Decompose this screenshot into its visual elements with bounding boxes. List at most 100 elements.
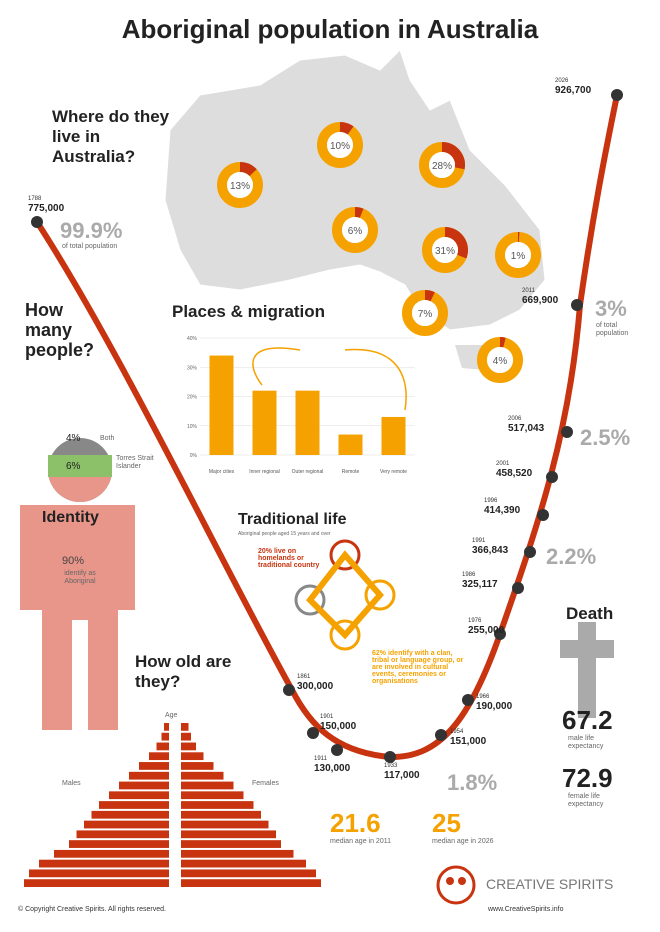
male-bar [161,732,169,741]
donut-label: 6% [348,226,363,237]
male-bar [76,830,169,839]
male-bar [109,791,169,800]
male-bar [99,801,169,809]
bar [209,355,234,455]
x-tick-label: Major cities [209,469,235,475]
female-bar [181,840,281,848]
x-tick-label: Remote [342,469,360,475]
donut-share [354,207,364,218]
median-2011: 21.6 [330,808,381,838]
donut-hole [505,242,531,268]
population-point [307,727,319,739]
male-bar [24,879,169,887]
bar [295,390,320,455]
female-bar [181,879,321,887]
population-year: 2001 [496,461,510,467]
male-bar [164,723,169,731]
female-bar [181,791,244,800]
population-year: 1788 [28,196,42,202]
identity-both: 4% [66,433,81,444]
population-point [611,89,623,101]
male-bar [39,859,169,868]
population-count: 366,843 [472,545,509,556]
donut-hole [227,172,253,198]
population-year: 1986 [462,572,476,578]
population-year: 1954 [450,729,464,735]
population-point [537,509,549,521]
donut-share [444,227,468,259]
population-point [31,216,43,228]
bar [338,434,363,455]
female-bar [181,781,234,790]
females-label: Females [252,780,279,787]
males-label: Males [62,780,81,787]
donut-hole [487,347,513,373]
female-bar [181,820,269,829]
brand: CREATIVE SPIRITS [486,876,614,892]
population-count: 926,700 [555,85,592,96]
population-count: 190,000 [476,701,513,712]
identity-aboriginal: 90% [62,555,85,567]
population-count: 414,390 [484,505,521,516]
migration-arrow [252,347,301,386]
population-year: 1966 [476,694,490,700]
identity-both-label: Both [100,435,115,442]
identity-tsi-label: Torres Strait Islander [116,455,154,470]
donut-label: 4% [493,356,508,367]
migration-arrow [344,348,407,411]
logo [436,865,476,905]
death-male-label: male life expectancy [568,735,604,750]
age-axis: Age [165,712,178,719]
donut-share [441,142,465,170]
male-bar [119,781,169,790]
population-count: 117,000 [384,770,420,781]
x-tick-label: Inner regional [249,469,280,475]
population-year: 2026 [555,78,569,84]
donut-label: 13% [230,181,250,192]
population-year: 1861 [297,674,311,680]
male-bar [149,752,169,761]
population-count: 130,000 [314,763,351,774]
population-count: 150,000 [320,721,357,732]
traditional-title: Traditional life [238,511,347,528]
donut-label: 28% [432,161,452,172]
identity-head-lower [48,470,112,502]
population-point [462,694,474,706]
population-point [524,546,536,558]
population-count: 151,000 [450,736,487,747]
population-count: 669,900 [522,295,559,306]
population-point [546,471,558,483]
male-bar [54,849,169,858]
male-bar [156,742,169,751]
y-tick-label: 40% [187,336,198,342]
x-tick-label: Outer regional [292,469,324,475]
population-point [494,628,506,640]
identity-body [20,505,135,730]
donut-label: 1% [511,251,526,262]
median-2026-label: median age in 2026 [432,838,494,845]
population-point [331,744,343,756]
donut-share [499,337,506,348]
population-year: 1933 [384,763,398,769]
share-1933: 1.8% [447,770,498,795]
copyright: © Copyright Creative Spirits. All rights… [18,906,166,913]
donut-hole [342,217,368,243]
share-1986: 2.2% [546,544,597,569]
population-count: 517,043 [508,423,545,434]
female-bar [181,723,189,731]
male-bar [84,820,169,829]
population-point [384,751,396,763]
population-point [512,582,524,594]
death-title: Death [566,604,614,623]
donut-hole [429,152,455,178]
population-point [571,299,583,311]
traditional-clan: 62% identify with a clan, tribal or lang… [372,650,464,685]
population-point [561,426,573,438]
share-2006: 2.5% [580,425,631,450]
donut-hole [412,300,438,326]
male-bar [29,869,169,878]
population-count: 325,117 [462,579,498,590]
male-bar [91,810,169,819]
y-tick-label: 10% [187,424,198,430]
